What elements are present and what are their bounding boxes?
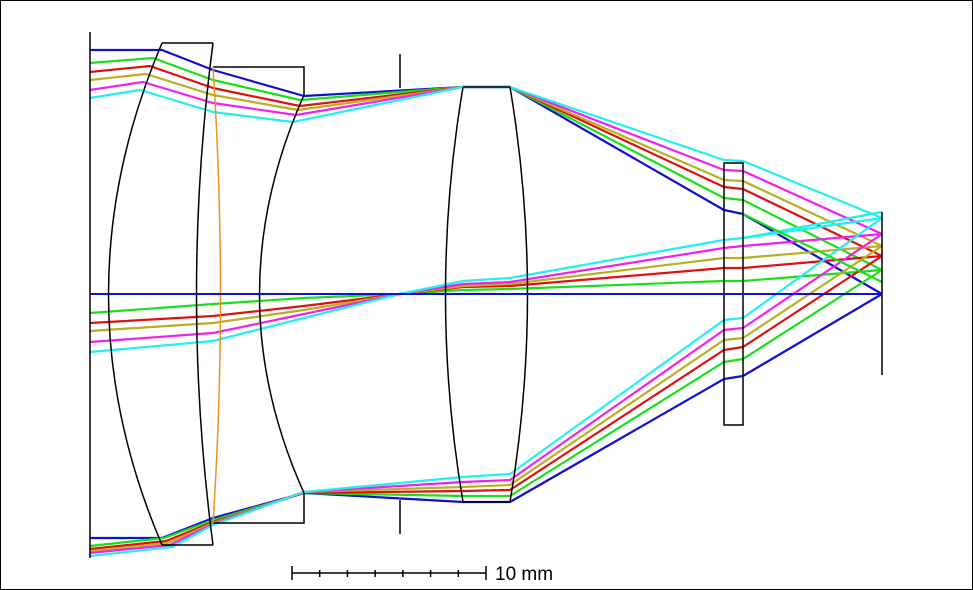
scale-bar-label: 10 mm — [495, 564, 553, 585]
